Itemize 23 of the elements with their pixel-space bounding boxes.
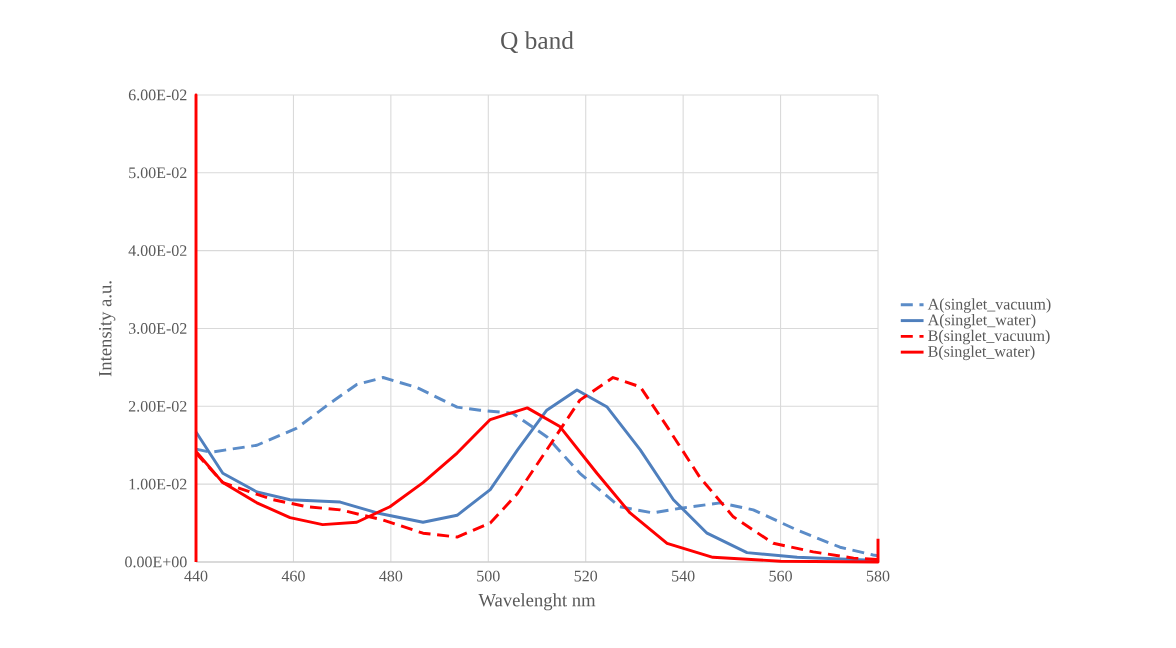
x-tick-label: 560 xyxy=(769,570,792,582)
x-tick-label: 460 xyxy=(281,570,305,582)
y-tick-label: 0.00E+00 xyxy=(125,556,187,568)
y-tick-label: 5.00E-02 xyxy=(129,167,187,179)
legend-label: B(singlet_vacuum) xyxy=(928,329,1050,345)
legend-label: B(singlet_water) xyxy=(928,345,1035,361)
x-tick-label: 440 xyxy=(184,570,208,582)
y-tick-label: 3.00E-02 xyxy=(128,323,187,334)
y-tick-label: 6.00E-02 xyxy=(128,89,187,101)
x-tick-label: 520 xyxy=(574,570,598,582)
y-tick-label: 1.00E-02 xyxy=(129,478,187,490)
y-tick-label: 2.00E-02 xyxy=(128,400,187,412)
y-tick-label: 4.00E-02 xyxy=(128,245,187,257)
chart-title: Q band xyxy=(501,31,574,53)
x-tick-label: 500 xyxy=(477,570,500,582)
legend-label: A(singlet_vacuum) xyxy=(927,298,1051,313)
legend-label: A(singlet_water) xyxy=(927,314,1036,329)
x-tick-label: 480 xyxy=(379,570,403,582)
x-tick-label: 580 xyxy=(866,570,890,582)
x-axis-title: Wavelenght nm xyxy=(478,593,596,611)
x-tick-label: 540 xyxy=(672,570,695,582)
line-series xyxy=(194,93,880,564)
y-axis-title: Intensity a.u. xyxy=(98,281,116,377)
